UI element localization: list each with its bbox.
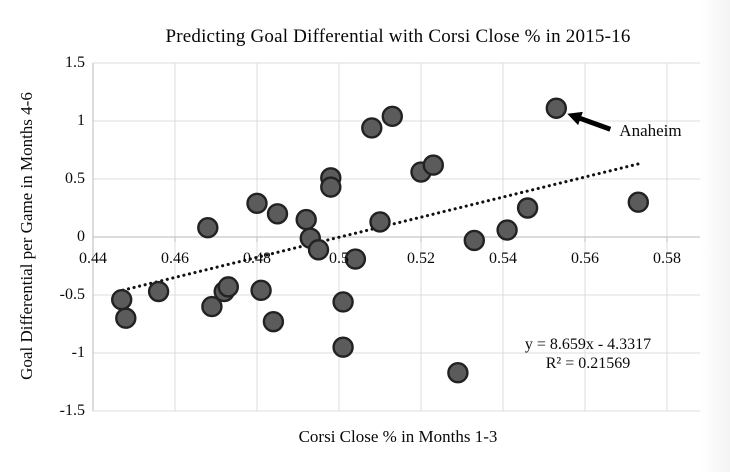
chart-title: Predicting Goal Differential with Corsi … (165, 26, 631, 47)
scatter-point (147, 280, 170, 303)
y-tick-label: 1.5 (65, 54, 85, 71)
scatter-point (344, 248, 367, 270)
x-tick-label: 0.58 (653, 250, 681, 267)
y-tick-label: -1.5 (59, 402, 85, 419)
annotation-arrow-head (567, 111, 583, 126)
scatter-point (369, 211, 391, 233)
y-tick-label: -1 (71, 344, 85, 361)
scatter-point (332, 291, 354, 313)
y-tick-label: 1 (77, 112, 85, 129)
scatter-point (246, 192, 268, 215)
scatter-point (201, 295, 223, 318)
equation-line: y = 8.659x - 4.3317 (524, 336, 652, 353)
trendline-equation-block: y = 8.659x - 4.3317 R² = 0.21569 (478, 335, 698, 373)
x-tick-label: 0.54 (489, 250, 517, 267)
scatter-point (545, 97, 567, 119)
x-tick-label: 0.48 (243, 250, 271, 267)
scatter-point (422, 154, 444, 176)
scatter-point (266, 203, 289, 225)
x-axis-label: Corsi Close % in Months 1-3 (298, 427, 498, 446)
x-tick-label: 0.5 (329, 250, 349, 267)
scatter-point (381, 105, 403, 128)
scatter-point (262, 310, 285, 333)
scatter-point (115, 307, 137, 329)
scatter-point (295, 208, 317, 231)
y-tick-label: -0.5 (59, 286, 85, 303)
scatter-point (197, 217, 219, 239)
scatter-point (332, 336, 354, 358)
y-tick-label: 0.5 (65, 170, 85, 187)
scatter-point (307, 239, 330, 261)
r-squared-line: R² = 0.21569 (545, 355, 631, 372)
scatter-point (447, 362, 469, 384)
scatter-point (361, 117, 383, 139)
scatter-point (217, 276, 240, 298)
x-tick-label: 0.46 (161, 250, 189, 267)
annotation-arrow-shaft (577, 115, 612, 132)
scatter-point (110, 288, 133, 311)
scatter-point (627, 191, 649, 213)
x-tick-label: 0.56 (571, 250, 599, 267)
x-tick-label: 0.52 (407, 250, 435, 267)
x-tick-label: 0.44 (79, 250, 107, 267)
scatter-point (320, 176, 342, 198)
scatter-point (516, 197, 539, 219)
annotation-label: Anaheim (619, 121, 682, 141)
scatter-point (250, 279, 272, 302)
scatter-point (496, 219, 518, 241)
y-tick-label: 0 (77, 228, 85, 245)
scatter-point (463, 229, 485, 252)
